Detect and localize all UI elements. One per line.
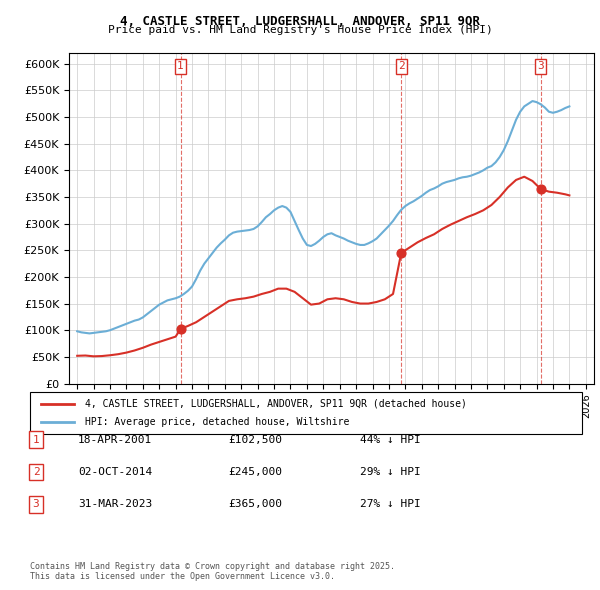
Text: Price paid vs. HM Land Registry's House Price Index (HPI): Price paid vs. HM Land Registry's House … bbox=[107, 25, 493, 35]
Point bbox=[176, 324, 185, 333]
FancyBboxPatch shape bbox=[30, 392, 582, 434]
Text: Contains HM Land Registry data © Crown copyright and database right 2025.
This d: Contains HM Land Registry data © Crown c… bbox=[30, 562, 395, 581]
Text: 3: 3 bbox=[32, 500, 40, 509]
Text: 27% ↓ HPI: 27% ↓ HPI bbox=[360, 500, 421, 509]
Point bbox=[536, 184, 545, 194]
Text: £102,500: £102,500 bbox=[228, 435, 282, 444]
Text: 02-OCT-2014: 02-OCT-2014 bbox=[78, 467, 152, 477]
Text: 18-APR-2001: 18-APR-2001 bbox=[78, 435, 152, 444]
Text: 4, CASTLE STREET, LUDGERSHALL, ANDOVER, SP11 9QR: 4, CASTLE STREET, LUDGERSHALL, ANDOVER, … bbox=[120, 15, 480, 28]
Point bbox=[397, 248, 406, 258]
Text: £365,000: £365,000 bbox=[228, 500, 282, 509]
Text: 2: 2 bbox=[32, 467, 40, 477]
Text: 1: 1 bbox=[32, 435, 40, 444]
Text: 3: 3 bbox=[538, 61, 544, 71]
Text: 44% ↓ HPI: 44% ↓ HPI bbox=[360, 435, 421, 444]
Text: 1: 1 bbox=[177, 61, 184, 71]
Text: 2: 2 bbox=[398, 61, 404, 71]
Text: HPI: Average price, detached house, Wiltshire: HPI: Average price, detached house, Wilt… bbox=[85, 417, 350, 427]
Text: 4, CASTLE STREET, LUDGERSHALL, ANDOVER, SP11 9QR (detached house): 4, CASTLE STREET, LUDGERSHALL, ANDOVER, … bbox=[85, 399, 467, 409]
Text: 29% ↓ HPI: 29% ↓ HPI bbox=[360, 467, 421, 477]
Text: 31-MAR-2023: 31-MAR-2023 bbox=[78, 500, 152, 509]
Text: £245,000: £245,000 bbox=[228, 467, 282, 477]
